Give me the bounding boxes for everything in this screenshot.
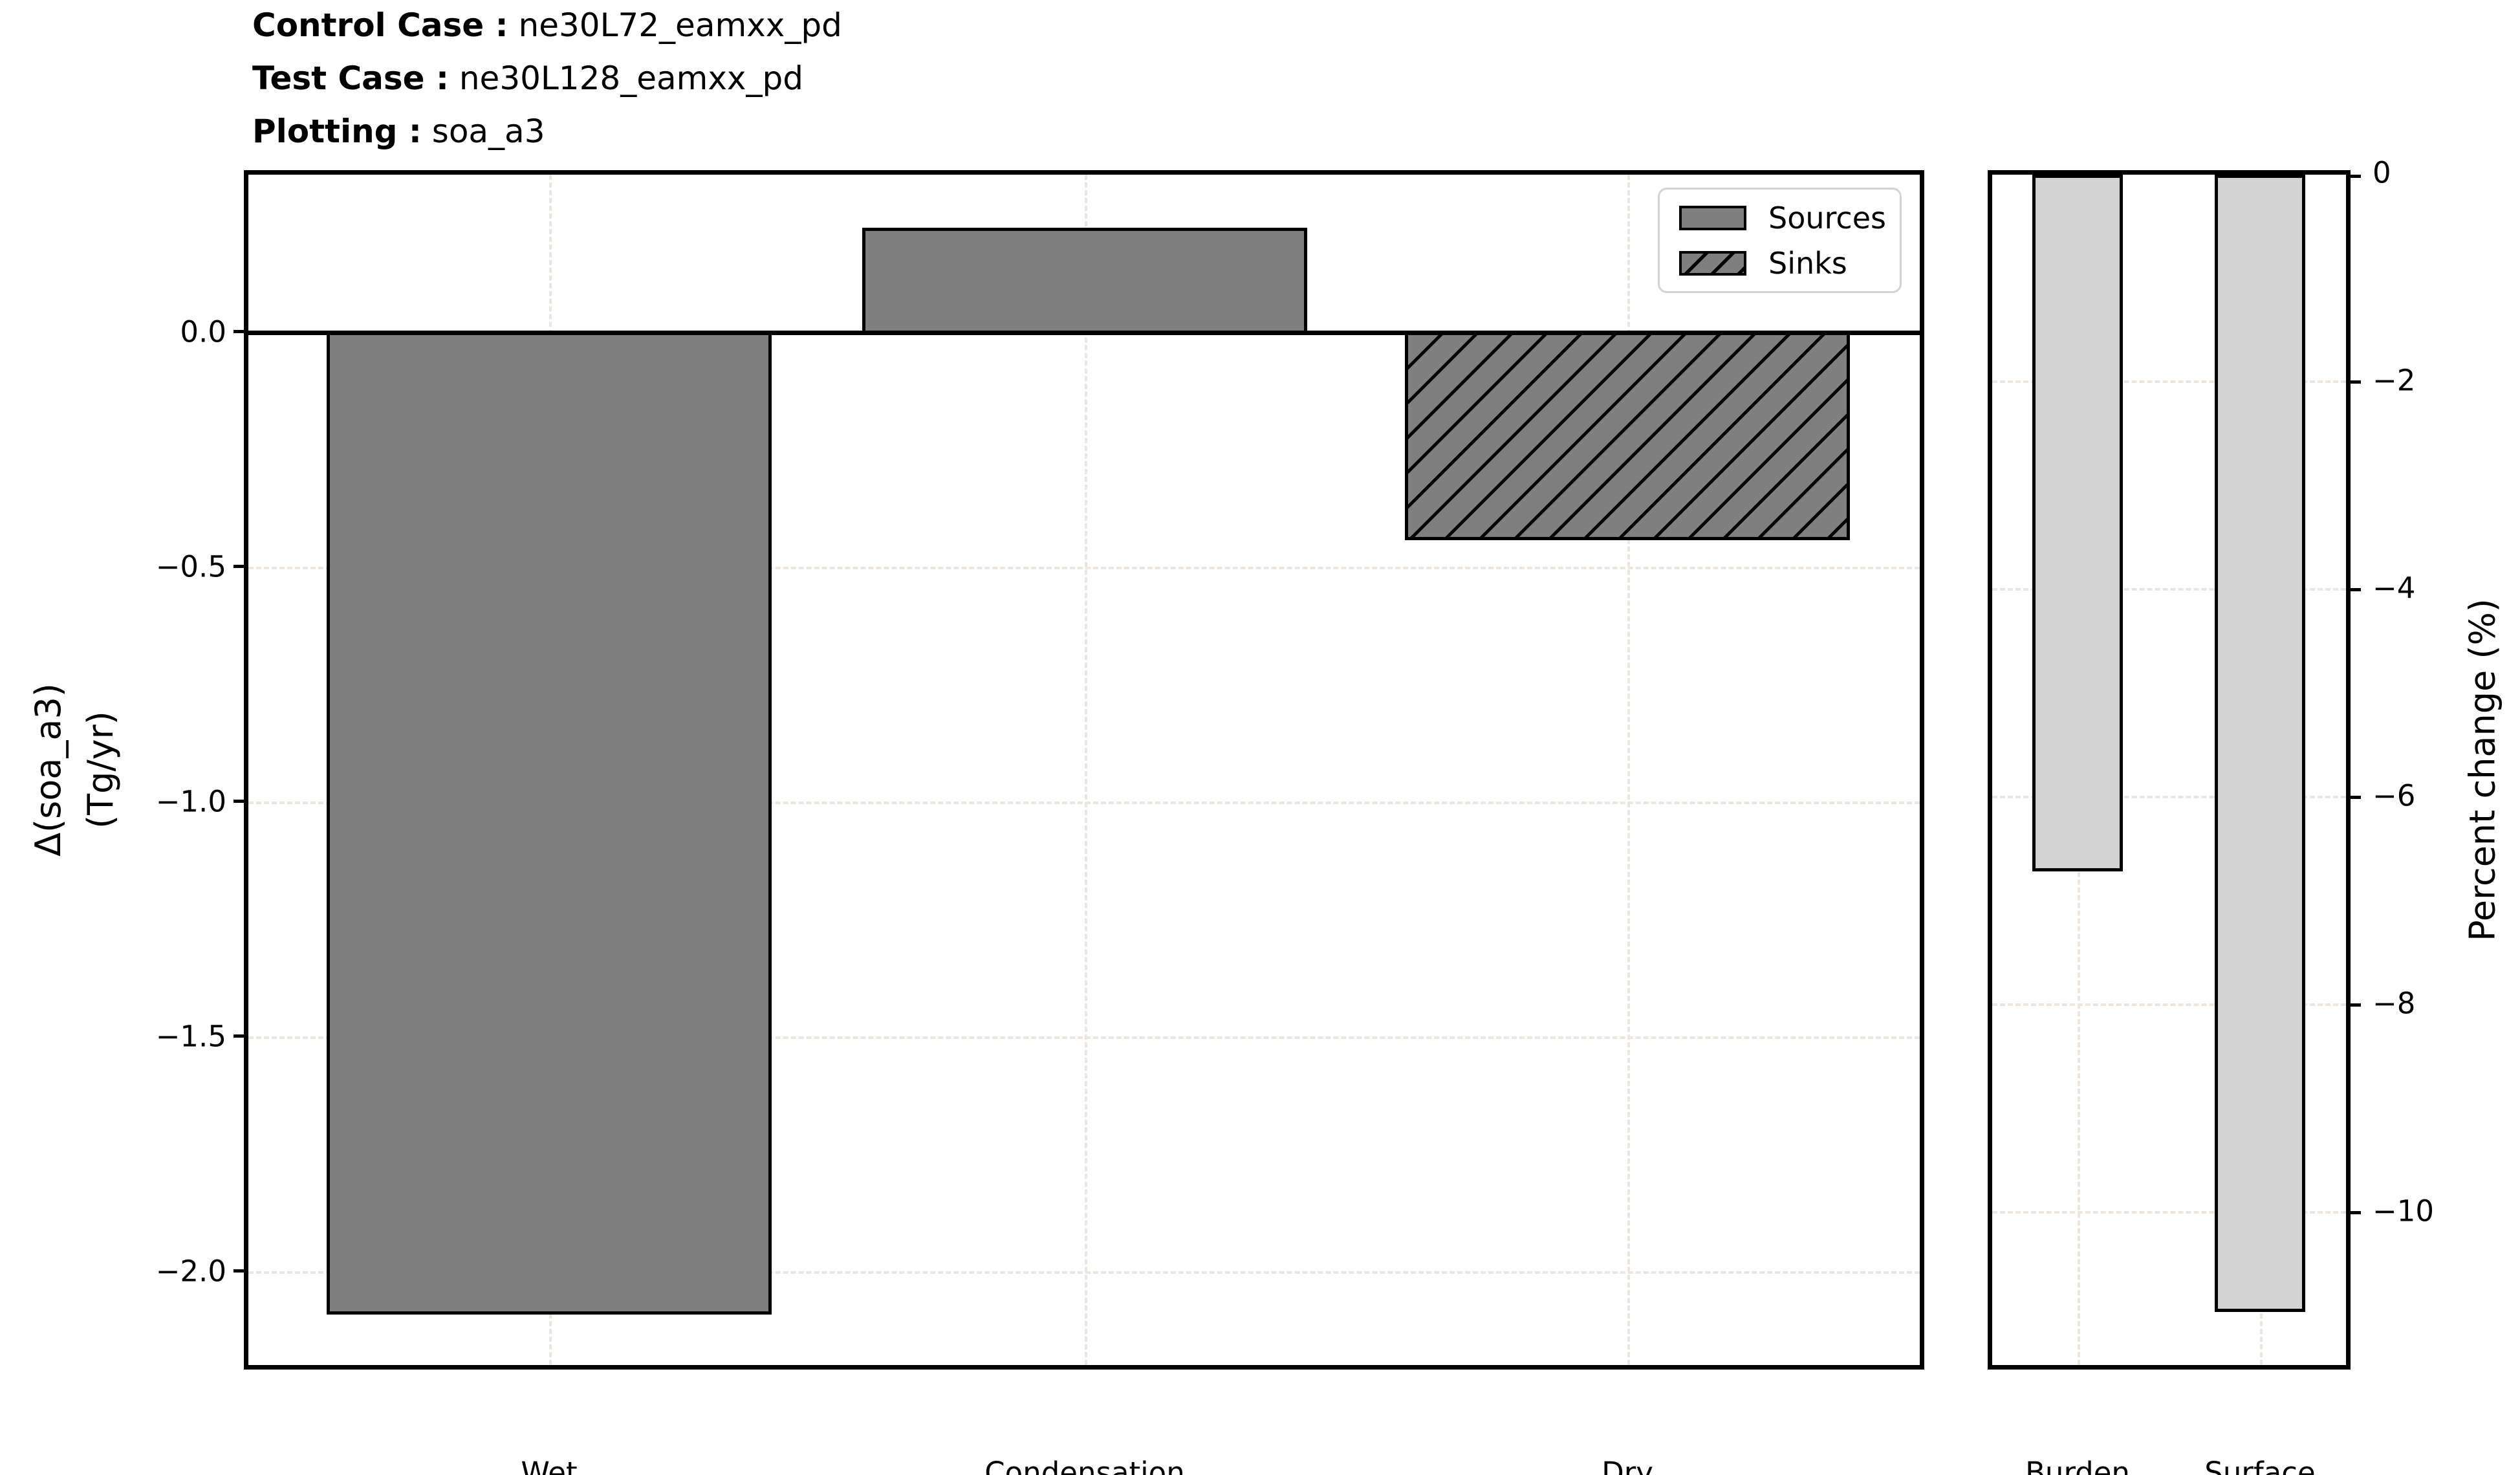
ytick-mark xyxy=(2351,175,2361,178)
gridline xyxy=(248,567,1920,569)
test-case-value: ne30L128_eamxx_pd xyxy=(448,60,803,97)
ytick-label: 0 xyxy=(2373,155,2391,190)
legend-row-sinks: Sinks xyxy=(1679,248,1900,278)
ytick-mark xyxy=(2351,796,2361,799)
flux-axes: Sources Sinks xyxy=(234,170,1924,1370)
ytick-label: −8 xyxy=(2373,986,2416,1021)
xtick-label-wet-deposition: Wet deposition xyxy=(521,1456,578,1475)
xtick-label-surface-conc: Surface conc. xyxy=(2204,1456,2316,1475)
control-case-value: ne30L72_eamxx_pd xyxy=(508,6,842,44)
ytick-mark xyxy=(234,330,244,333)
ytick-mark xyxy=(2351,380,2361,384)
ytick-label: −0.5 xyxy=(155,549,226,584)
test-case-title: Test Case : ne30L128_eamxx_pd xyxy=(252,60,803,97)
bar-wet-deposition xyxy=(327,332,772,1315)
bar-condensation xyxy=(862,228,1307,335)
y-axis-label-flux: Δ(soa_a3) (Tg/yr) xyxy=(22,683,127,857)
ytick-mark xyxy=(2351,588,2361,591)
xtick-label-burden: Burden xyxy=(2025,1456,2130,1475)
bar-dry-deposition xyxy=(1405,332,1850,540)
control-case-title: Control Case : ne30L72_eamxx_pd xyxy=(252,6,842,44)
gridline xyxy=(1992,1211,2346,1214)
ytick-mark xyxy=(234,1269,244,1273)
ytick-mark xyxy=(234,565,244,568)
gridline xyxy=(1992,380,2346,383)
ytick-label: 0.0 xyxy=(180,314,226,349)
ytick-label: −10 xyxy=(2373,1194,2434,1229)
legend-label-sinks: Sinks xyxy=(1768,245,1847,281)
control-case-label: Control Case : xyxy=(252,6,508,44)
legend-label-sources: Sources xyxy=(1768,200,1886,235)
plotting-title: Plotting : soa_a3 xyxy=(252,113,545,150)
plotting-value: soa_a3 xyxy=(421,113,545,150)
legend-swatch-sources-icon xyxy=(1679,205,1746,230)
xtick-label-dry-deposition: Dry deposition xyxy=(1602,1456,1653,1475)
ytick-mark xyxy=(2351,1211,2361,1214)
y-axis-label-percent: Percent change (%) xyxy=(2462,598,2503,941)
gridline xyxy=(1085,175,1087,1365)
percent-axes xyxy=(1988,170,2361,1370)
gridline xyxy=(248,1036,1920,1039)
ytick-mark xyxy=(234,800,244,803)
ytick-label: −2.0 xyxy=(155,1254,226,1289)
test-case-label: Test Case : xyxy=(252,60,449,97)
ytick-mark xyxy=(234,1034,244,1038)
gridline xyxy=(248,1271,1920,1274)
ytick-label: −4 xyxy=(2373,571,2416,606)
legend: Sources Sinks xyxy=(1658,188,1902,293)
ytick-label: −2 xyxy=(2373,363,2416,398)
bar-surface-conc xyxy=(2215,175,2305,1312)
ytick-mark xyxy=(2351,1003,2361,1007)
gridline xyxy=(1992,796,2346,798)
ytick-label: −1.0 xyxy=(155,784,226,819)
gridline xyxy=(1992,588,2346,591)
y-axis-label-flux-line1: Δ(soa_a3) xyxy=(28,683,69,857)
legend-row-sources: Sources xyxy=(1679,203,1900,233)
ytick-label: −6 xyxy=(2373,778,2416,813)
gridline xyxy=(1992,1003,2346,1006)
ytick-label: −1.5 xyxy=(155,1019,226,1054)
gridline xyxy=(1627,175,1630,1365)
bar-burden xyxy=(2032,175,2123,871)
zero-line xyxy=(248,331,1920,335)
xtick-label-condensation: Condensation xyxy=(984,1456,1185,1475)
gridline xyxy=(248,802,1920,804)
legend-swatch-sinks-icon xyxy=(1679,250,1746,276)
plotting-label: Plotting : xyxy=(252,113,422,150)
y-axis-label-flux-line2: (Tg/yr) xyxy=(80,711,121,829)
